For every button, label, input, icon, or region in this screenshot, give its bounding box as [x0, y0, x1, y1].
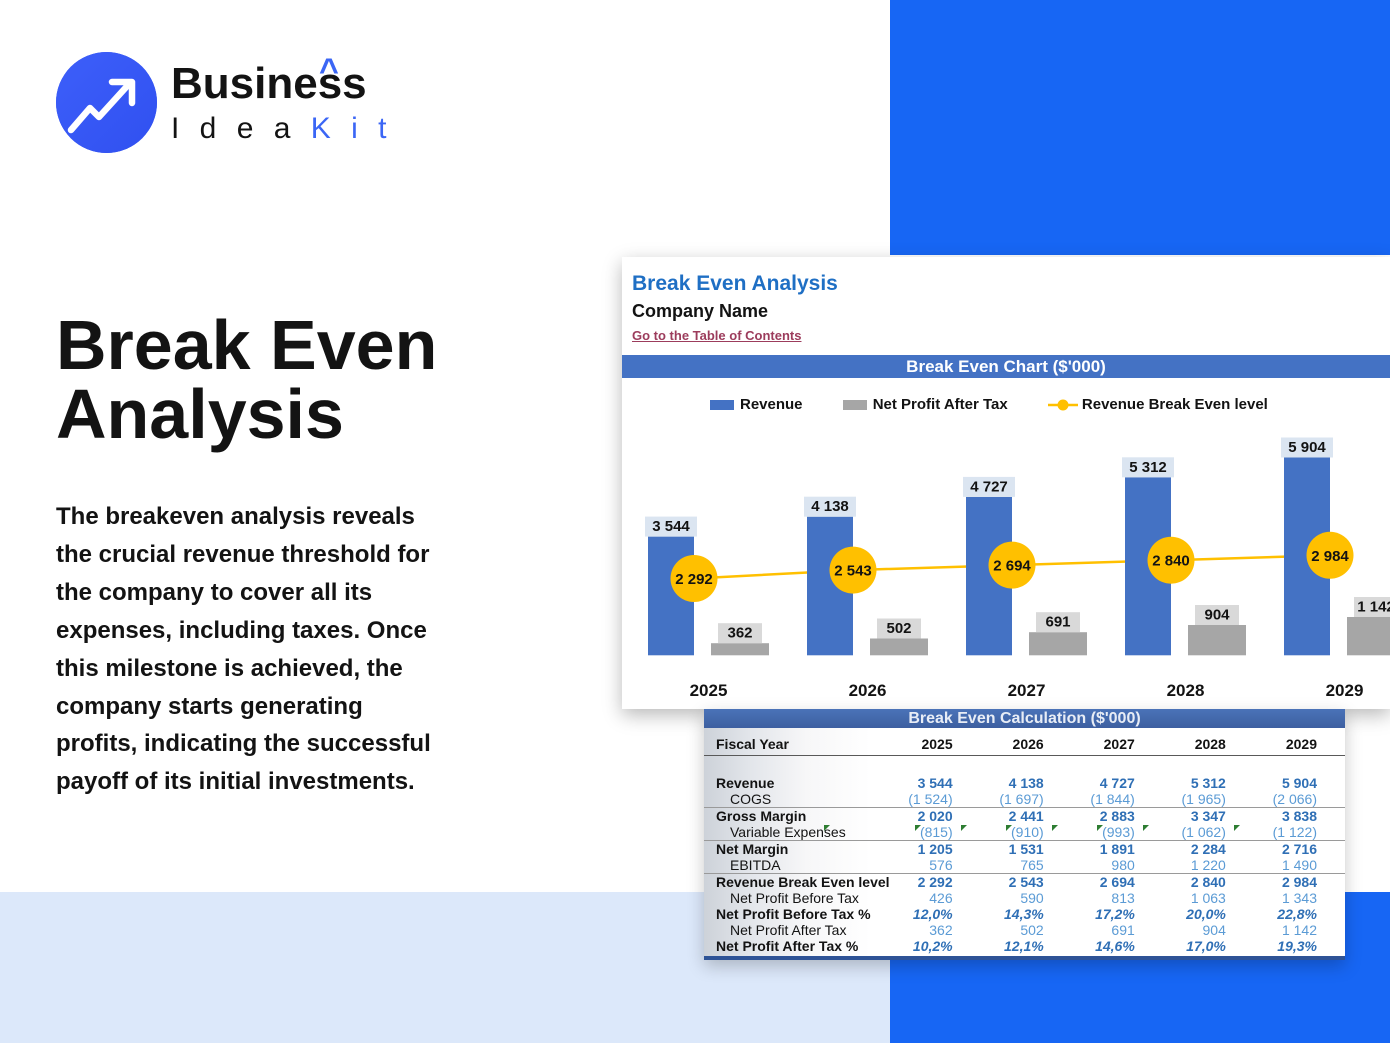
svg-text:2 694: 2 694 [993, 558, 1031, 575]
svg-text:2026: 2026 [849, 681, 887, 700]
svg-text:2 840: 2 840 [1152, 553, 1190, 570]
svg-text:4 138: 4 138 [811, 498, 849, 515]
svg-text:2 292: 2 292 [675, 571, 713, 588]
svg-text:2028: 2028 [1167, 681, 1205, 700]
svg-text:4 727: 4 727 [970, 478, 1008, 495]
svg-text:2025: 2025 [690, 681, 728, 700]
svg-text:2029: 2029 [1326, 681, 1364, 700]
svg-text:2 543: 2 543 [834, 563, 872, 580]
svg-text:502: 502 [886, 620, 911, 637]
svg-text:1 142: 1 142 [1357, 599, 1390, 616]
svg-text:2 984: 2 984 [1311, 548, 1349, 565]
svg-text:904: 904 [1204, 607, 1230, 624]
svg-text:2027: 2027 [1008, 681, 1046, 700]
svg-text:5 312: 5 312 [1129, 459, 1167, 476]
svg-text:362: 362 [727, 625, 752, 642]
svg-text:3 544: 3 544 [652, 518, 690, 535]
svg-text:691: 691 [1045, 614, 1070, 631]
svg-text:5 904: 5 904 [1288, 439, 1326, 456]
